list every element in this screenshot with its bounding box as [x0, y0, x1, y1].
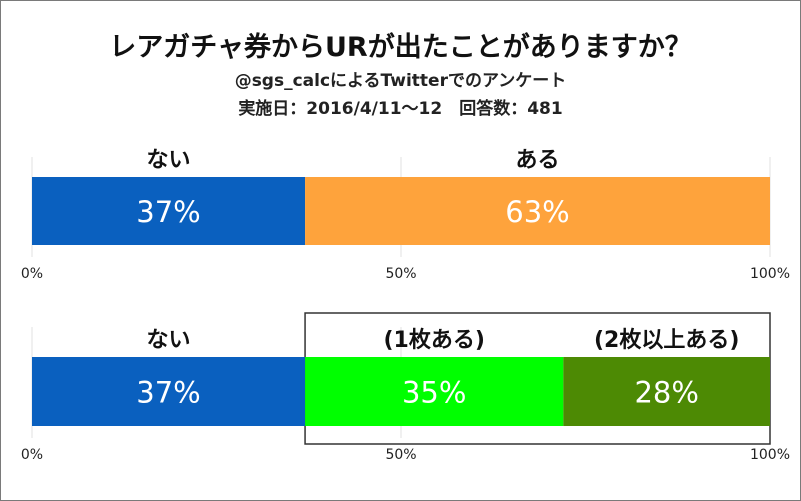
axis-tick-label: 0%: [21, 447, 43, 463]
bar-segment: [305, 357, 564, 426]
bar-segment: [32, 357, 306, 426]
category-label: ある: [516, 148, 560, 173]
chart-title: レアガチャ券からURが出たことがありますか？: [109, 32, 692, 63]
axis-tick-label: 0%: [21, 266, 43, 282]
bar-segment: [305, 177, 770, 245]
chart-subtitle: @sgs_calcによるTwitterでのアンケート: [234, 71, 567, 91]
category-label: ない: [147, 328, 191, 353]
survey-info: 実施日：2016/4/11〜12 回答数：481: [238, 99, 563, 119]
bar-value-label: 35%: [402, 376, 466, 410]
axis-tick-label: 100%: [750, 447, 790, 463]
bar-value-label: 37%: [136, 195, 200, 229]
category-label: (1枚ある): [383, 327, 484, 353]
category-label: ない: [147, 148, 191, 173]
bar-segment: [563, 357, 770, 426]
category-label: (2枚以上ある): [594, 327, 739, 353]
axis-tick-label: 100%: [750, 266, 790, 282]
axis-tick-label: 50%: [385, 447, 416, 463]
bar-value-label: 28%: [634, 376, 698, 410]
bar-value-label: 63%: [505, 195, 569, 229]
bar-segment: [32, 177, 306, 245]
axis-tick-label: 50%: [385, 266, 416, 282]
bar-value-label: 37%: [136, 376, 200, 410]
